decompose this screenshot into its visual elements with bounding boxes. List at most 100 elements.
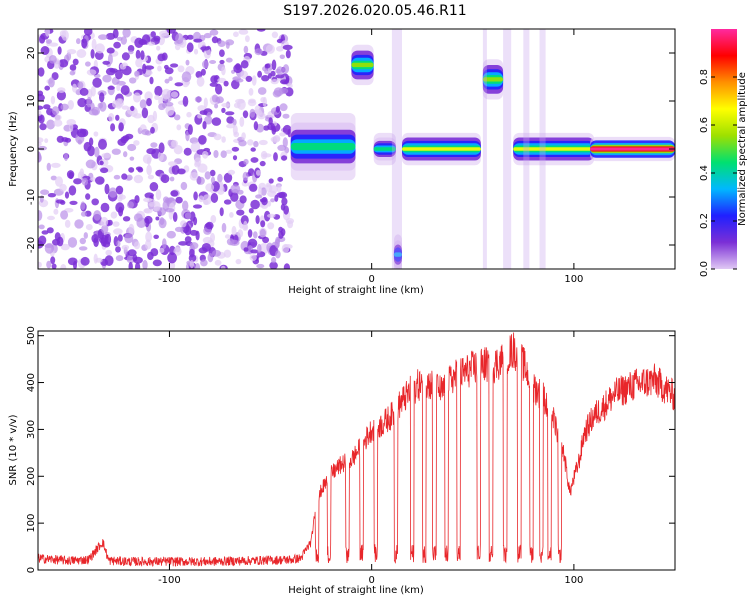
- noise-speck: [164, 78, 170, 84]
- noise-speck: [47, 215, 55, 221]
- noise-speck: [257, 243, 262, 254]
- noise-speck: [262, 153, 272, 158]
- noise-speck: [145, 70, 153, 76]
- noise-speck: [160, 174, 170, 184]
- noise-speck: [76, 49, 87, 58]
- noise-speck: [162, 238, 167, 250]
- noise-speck: [54, 114, 62, 121]
- noise-speck: [241, 132, 246, 140]
- noise-speck: [264, 63, 271, 69]
- noise-speck: [278, 226, 283, 233]
- noise-speck: [115, 114, 120, 121]
- noise-speck: [193, 191, 198, 201]
- noise-speck: [83, 29, 93, 36]
- noise-speck: [51, 263, 57, 269]
- noise-speck: [186, 34, 194, 40]
- noise-speck: [159, 217, 165, 226]
- noise-speck: [146, 98, 152, 107]
- noise-speck: [66, 119, 76, 126]
- snr-y-label: SNR (10 * v/v): [8, 414, 19, 485]
- noise-speck: [105, 249, 112, 256]
- noise-speck: [111, 148, 121, 155]
- noise-speck: [67, 257, 78, 266]
- noise-speck: [148, 201, 156, 207]
- noise-speck: [231, 225, 237, 236]
- noise-speck: [85, 193, 91, 200]
- noise-speck: [225, 57, 233, 63]
- noise-speck: [116, 84, 121, 91]
- noise-speck: [63, 152, 69, 161]
- noise-speck: [173, 145, 183, 155]
- y-tick-label: 400: [26, 373, 37, 392]
- noise-speck: [144, 65, 155, 70]
- noise-speck: [169, 261, 176, 269]
- noise-speck: [215, 96, 224, 104]
- noise-speck: [278, 87, 289, 95]
- feature-layer: [402, 147, 481, 151]
- noise-speck: [265, 44, 275, 54]
- noise-speck: [257, 87, 267, 95]
- noise-speck: [277, 144, 287, 151]
- noise-speck: [110, 123, 116, 132]
- noise-speck: [281, 155, 288, 161]
- noise-speck: [202, 60, 209, 69]
- noise-speck: [121, 105, 129, 110]
- noise-speck: [200, 259, 208, 267]
- noise-speck: [38, 105, 44, 110]
- noise-speck: [271, 256, 277, 264]
- noise-speck: [180, 220, 187, 228]
- noise-speck: [120, 85, 130, 96]
- noise-speck: [53, 119, 63, 127]
- noise-speck: [51, 72, 59, 81]
- noise-speck: [220, 265, 226, 269]
- snr-frame: [37, 330, 676, 571]
- feature-layer: [373, 147, 396, 151]
- noise-speck: [276, 66, 284, 76]
- noise-speck: [227, 169, 236, 175]
- noise-speck: [220, 150, 227, 158]
- noise-speck: [249, 108, 256, 118]
- noise-speck: [68, 185, 77, 196]
- noise-speck: [247, 99, 257, 107]
- heatmap-features: [290, 29, 675, 269]
- noise-speck: [46, 227, 54, 234]
- noise-speck: [118, 122, 124, 132]
- noise-speck: [94, 51, 104, 60]
- noise-speck: [189, 242, 199, 250]
- noise-speck: [206, 111, 212, 118]
- x-tick-label: 100: [564, 274, 583, 285]
- noise-speck: [133, 213, 143, 222]
- noise-speck: [115, 185, 124, 195]
- noise-speck: [150, 126, 155, 134]
- noise-speck: [201, 243, 211, 252]
- noise-speck: [235, 78, 244, 83]
- noise-speck: [48, 77, 55, 88]
- noise-speck: [83, 141, 92, 152]
- noise-speck: [231, 146, 240, 152]
- noise-speck: [113, 174, 121, 180]
- noise-speck: [248, 208, 254, 214]
- noise-speck: [181, 71, 192, 83]
- noise-speck: [67, 100, 75, 110]
- noise-speck: [127, 45, 135, 52]
- noise-speck: [170, 91, 179, 98]
- noise-speck: [283, 263, 290, 269]
- noise-speck: [150, 31, 156, 38]
- noise-speck: [271, 31, 279, 39]
- noise-speck: [155, 189, 162, 201]
- noise-speck: [212, 249, 221, 257]
- noise-speck: [102, 74, 112, 83]
- noise-speck: [55, 199, 65, 204]
- noise-speck: [194, 263, 201, 269]
- noise-speck: [76, 38, 81, 45]
- noise-speck: [45, 39, 53, 44]
- noise-speck: [85, 224, 93, 231]
- noise-speck: [53, 208, 59, 215]
- noise-speck: [182, 95, 189, 107]
- vertical-streak: [503, 29, 512, 269]
- noise-speck: [115, 246, 121, 253]
- noise-speck: [282, 113, 290, 119]
- noise-speck: [217, 173, 223, 183]
- noise-speck: [152, 259, 162, 267]
- noise-speck: [69, 70, 76, 76]
